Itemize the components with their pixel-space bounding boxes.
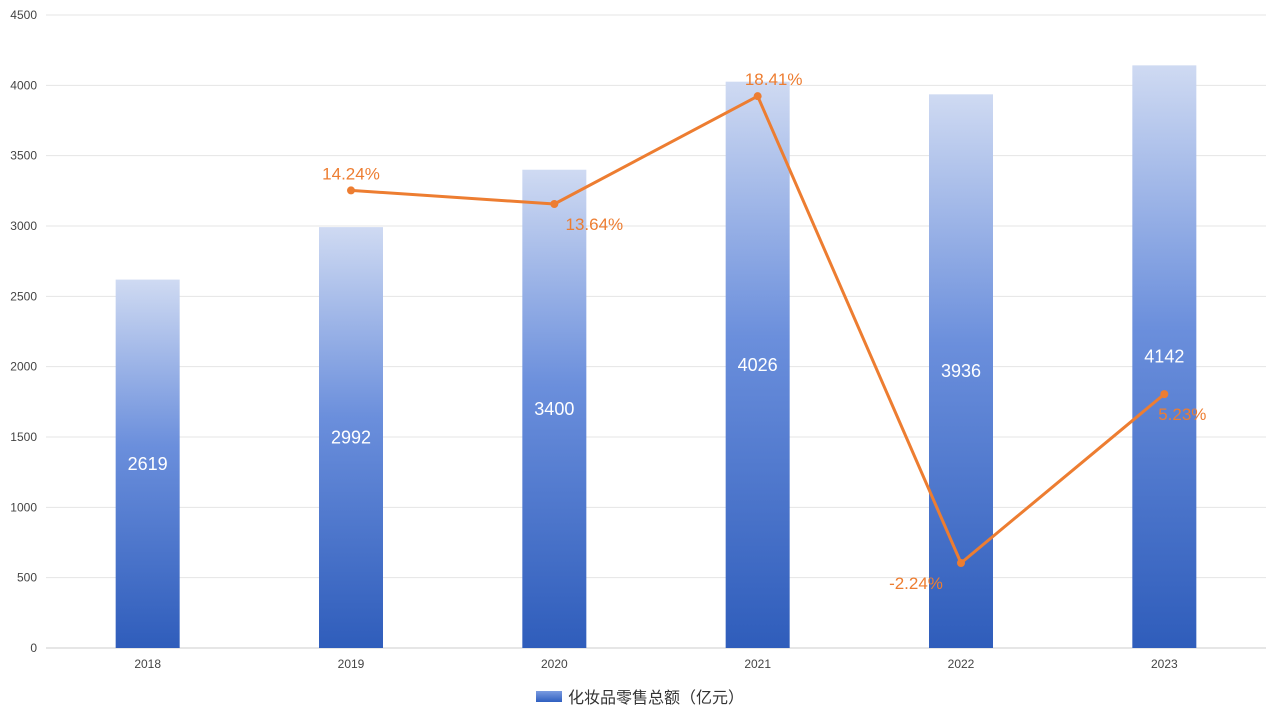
bar-data-label: 2992 — [331, 428, 371, 448]
y-tick-label: 1000 — [10, 500, 37, 514]
y-tick-label: 3000 — [10, 219, 37, 233]
x-tick-label: 2023 — [1151, 657, 1178, 671]
line-series — [347, 92, 1169, 567]
bar — [725, 81, 790, 648]
x-axis-ticks: 2018 2019 2020 2021 2022 2023 — [134, 657, 1178, 671]
x-tick-label: 2019 — [338, 657, 365, 671]
bar — [1132, 65, 1197, 649]
line-data-label: -2.24% — [889, 574, 943, 593]
y-tick-label: 1500 — [10, 430, 37, 444]
bar-data-label: 4026 — [738, 355, 778, 375]
bar — [115, 279, 180, 648]
line-point — [753, 92, 762, 101]
line-point — [550, 199, 559, 208]
y-tick-label: 0 — [30, 641, 37, 655]
bar — [929, 94, 993, 648]
grid-lines — [46, 14, 1266, 649]
y-tick-label: 500 — [17, 571, 37, 585]
x-tick-label: 2022 — [948, 657, 975, 671]
y-tick-label: 4500 — [10, 8, 37, 22]
y-tick-label: 3500 — [10, 149, 37, 163]
y-tick-label: 2500 — [10, 289, 37, 303]
line-point — [1160, 390, 1169, 399]
bar-data-label: 2619 — [128, 454, 168, 474]
line-data-label: 5.23% — [1158, 405, 1206, 424]
y-axis-ticks: 0 500 1000 1500 2000 2500 3000 3500 4000 4500 — [10, 8, 37, 655]
line-data-label: 14.24% — [322, 164, 380, 183]
y-tick-label: 2000 — [10, 360, 37, 374]
line-point — [957, 558, 965, 567]
bar-series — [115, 65, 1197, 649]
line-point — [347, 186, 355, 195]
bar-data-labels: 2619 2992 3400 4026 3936 4142 — [128, 347, 1185, 474]
legend: 化妆品零售总额（亿元） — [0, 684, 1280, 708]
bar-data-label: 3400 — [534, 399, 574, 419]
legend-swatch — [535, 690, 562, 702]
bar — [522, 169, 587, 648]
line-data-labels: 14.24% 13.64% 18.41% -2.24% 5.23% — [322, 70, 1206, 593]
bar — [319, 227, 383, 648]
line-data-label: 18.41% — [745, 70, 803, 89]
bar-data-label: 4142 — [1144, 347, 1184, 367]
x-tick-label: 2021 — [744, 657, 771, 671]
bar-data-label: 3936 — [941, 361, 981, 381]
line-data-label: 13.64% — [565, 215, 623, 234]
y-tick-label: 4000 — [10, 78, 37, 92]
legend-label: 化妆品零售总额（亿元） — [567, 690, 744, 707]
x-tick-label: 2020 — [541, 657, 568, 671]
x-tick-label: 2018 — [134, 657, 161, 671]
